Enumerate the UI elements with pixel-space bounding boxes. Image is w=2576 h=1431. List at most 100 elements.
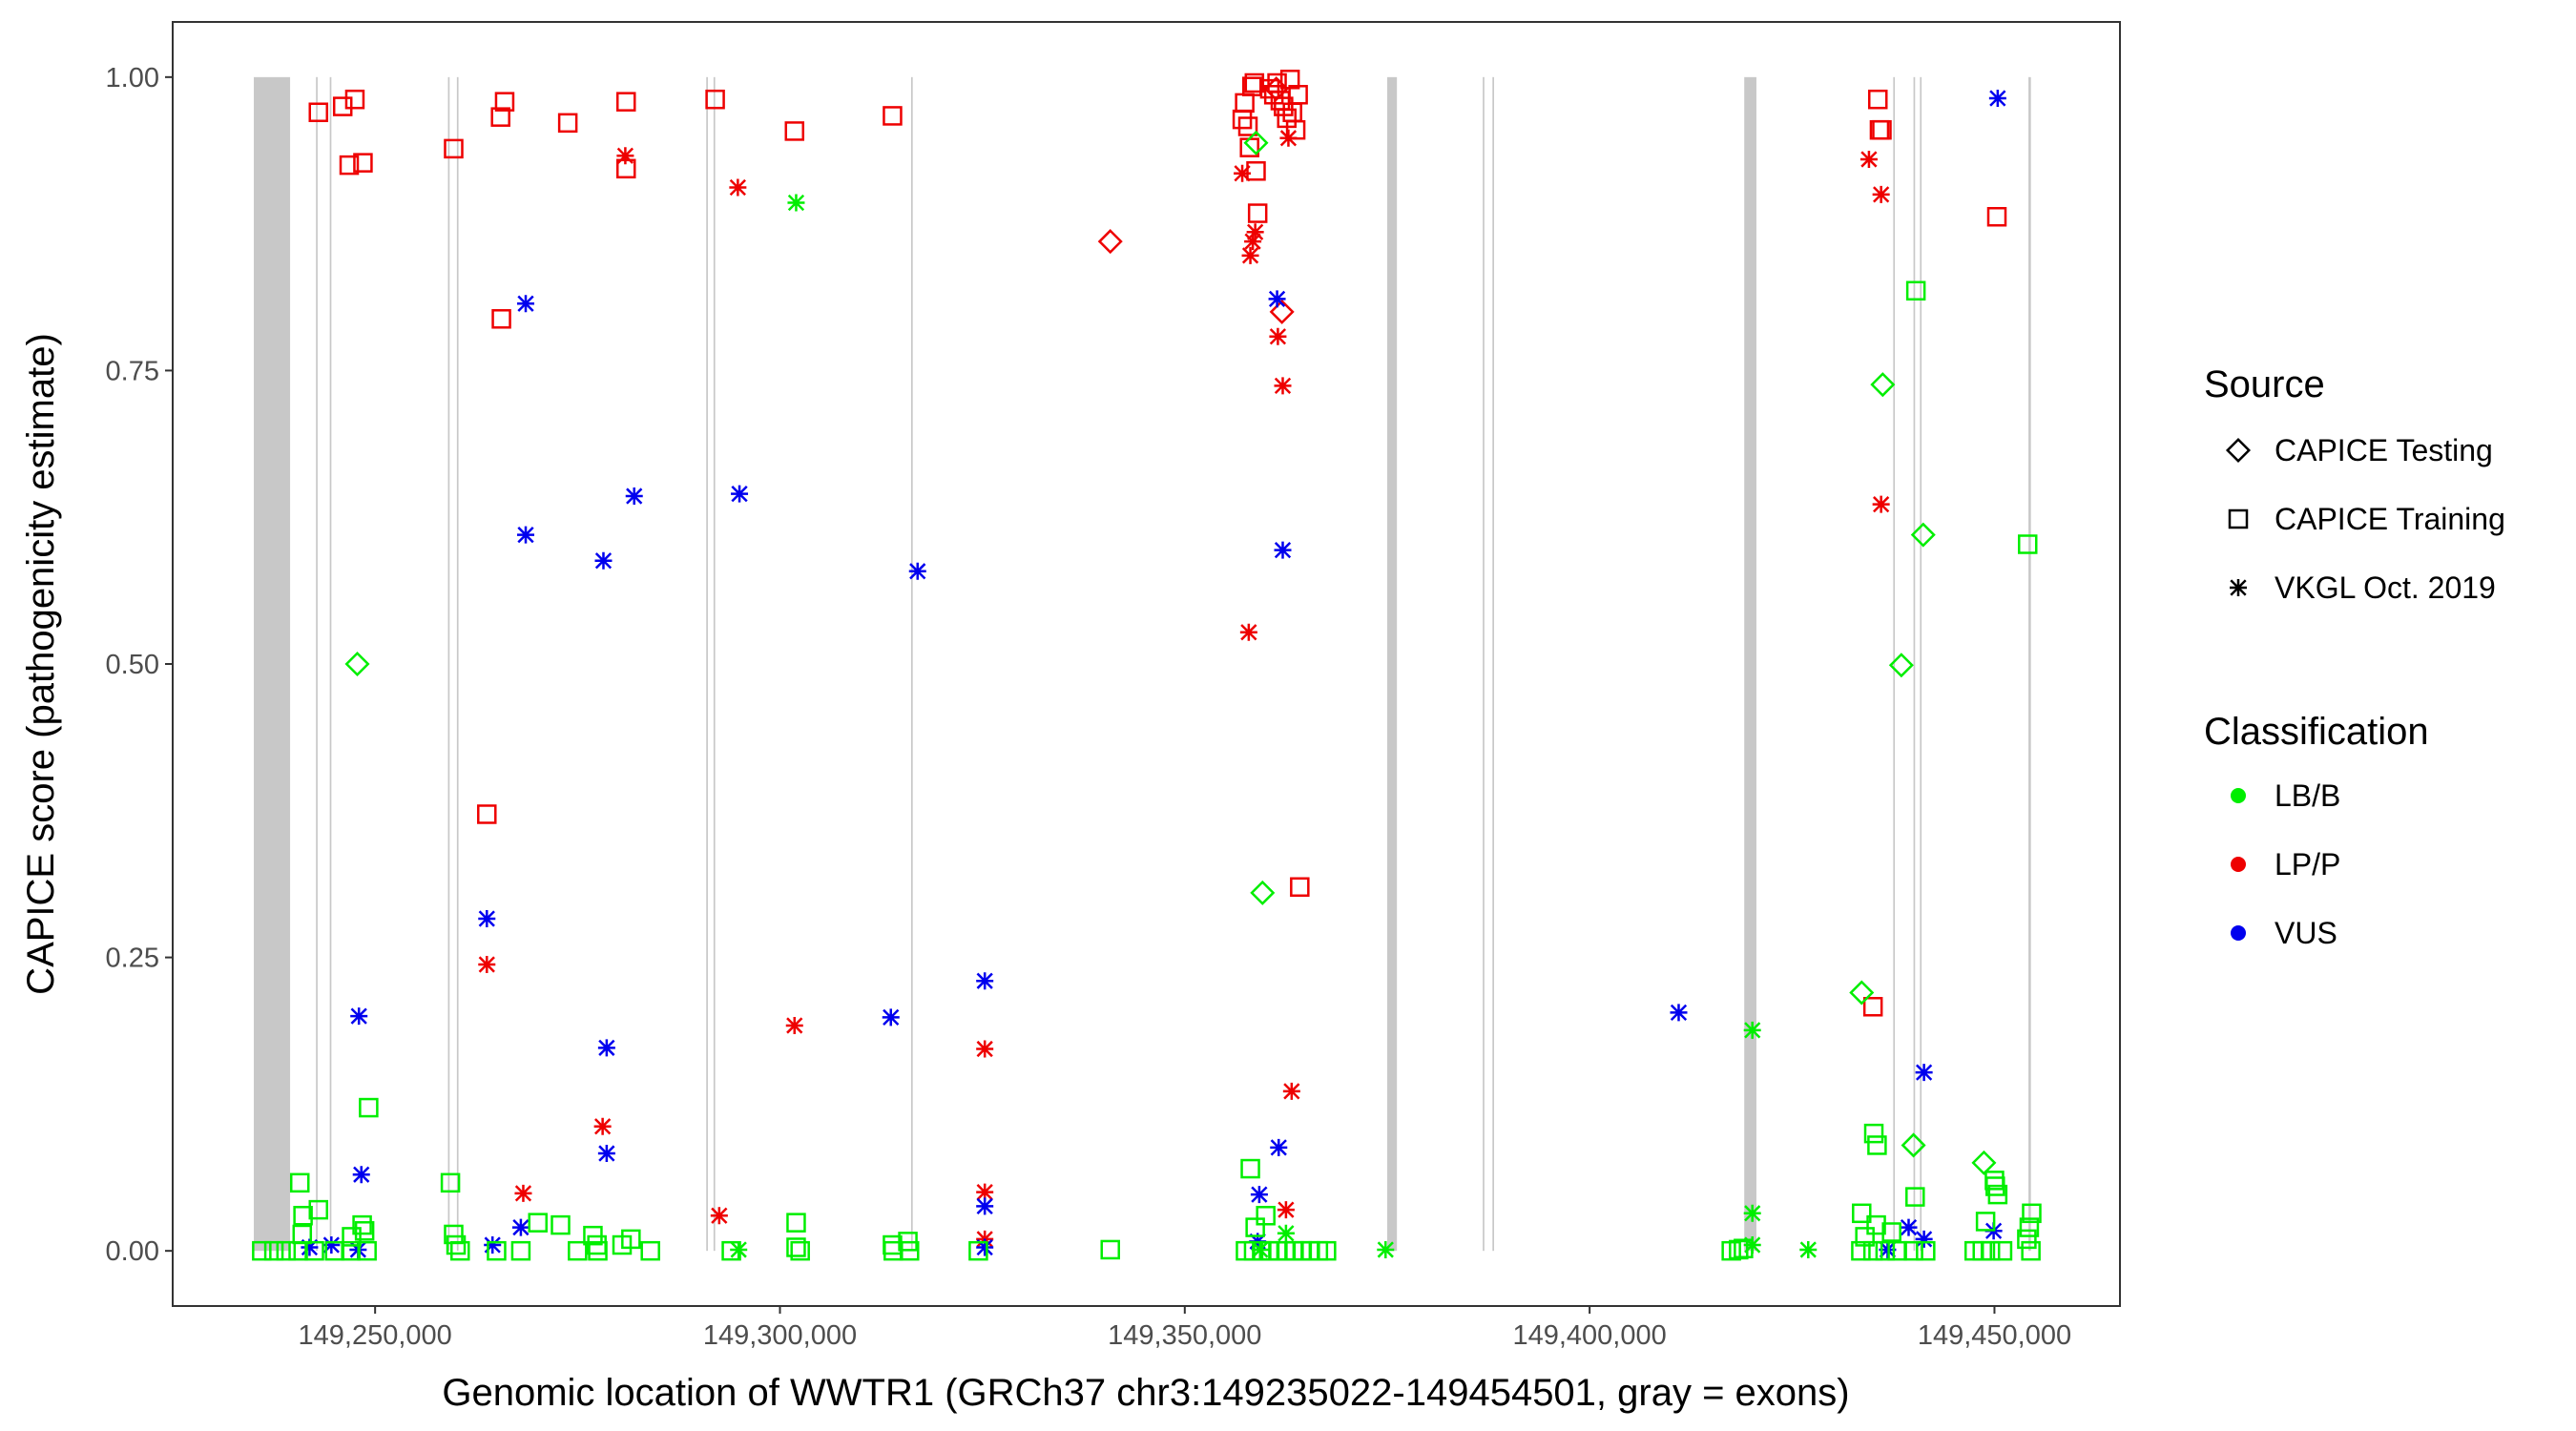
data-point — [1277, 1201, 1295, 1219]
legend-source-label: VKGL Oct. 2019 — [2275, 570, 2496, 605]
legend-class-title: Classification — [2204, 711, 2429, 753]
data-point — [332, 96, 353, 116]
data-point — [588, 1240, 608, 1261]
data-point — [976, 972, 994, 990]
data-point — [2021, 1240, 2041, 1261]
legend: Source CAPICE Testing CAPICE Training VKGL … — [2204, 363, 2505, 950]
data-point — [784, 121, 805, 141]
legend-class-label: LB/B — [2275, 778, 2340, 813]
data-point — [785, 1016, 803, 1034]
data-point — [1743, 1204, 1761, 1222]
data-point — [352, 1214, 372, 1235]
data-point — [1244, 233, 1262, 251]
data-point — [1241, 246, 1259, 264]
data-point — [1240, 1158, 1260, 1179]
data-point — [517, 526, 535, 544]
data-point — [1743, 1021, 1761, 1039]
data-point — [1987, 1184, 2008, 1205]
exon-band — [1483, 76, 1485, 1252]
exon-bands — [254, 76, 2031, 1252]
x-axis: 149,250,000 149,300,000 149,350,000 149,400… — [299, 1306, 2071, 1351]
data-point — [1875, 1240, 1896, 1261]
data-point — [1872, 119, 1892, 140]
data-point — [1097, 229, 1123, 255]
data-point — [790, 1240, 810, 1261]
data-point — [478, 955, 496, 973]
series-lpp — [1097, 76, 1295, 324]
data-point — [1881, 1222, 1901, 1242]
data-point — [511, 1218, 530, 1236]
data-point — [976, 1040, 994, 1058]
data-point — [1915, 1064, 1933, 1082]
y-tick-label: 0.00 — [106, 1236, 159, 1267]
data-point — [1984, 1171, 2005, 1191]
legend-class-key — [2231, 788, 2246, 803]
data-point — [1256, 1206, 1276, 1226]
legend-source-key — [2228, 508, 2249, 529]
data-point — [616, 147, 634, 165]
data-point — [514, 1184, 532, 1202]
legend-class-label: LP/P — [2275, 847, 2340, 881]
x-tick-label: 149,250,000 — [299, 1320, 452, 1351]
exon-band — [2028, 76, 2031, 1252]
series-lbb — [252, 1240, 2041, 1261]
data-point — [1259, 78, 1280, 99]
data-point — [344, 89, 365, 110]
data-point — [510, 1240, 531, 1261]
data-point — [1670, 1004, 1688, 1022]
exon-band — [316, 76, 318, 1252]
data-point — [705, 89, 725, 110]
data-point — [308, 102, 329, 122]
exon-band — [910, 76, 913, 1252]
data-point — [1288, 85, 1308, 105]
data-point — [1866, 1214, 1886, 1235]
data-point — [976, 1183, 994, 1201]
data-point — [289, 1172, 310, 1193]
legend-class-key — [2231, 857, 2246, 872]
data-point — [339, 155, 360, 176]
data-point — [342, 1227, 362, 1247]
data-point — [731, 485, 749, 503]
data-point — [1246, 223, 1264, 241]
data-point — [494, 92, 515, 112]
data-point — [301, 1238, 319, 1256]
data-point — [490, 107, 510, 127]
data-point — [786, 1213, 806, 1233]
data-point — [491, 309, 511, 329]
data-point — [1721, 1240, 1741, 1261]
series-lpp — [308, 70, 2007, 1017]
data-point — [1915, 1230, 1933, 1248]
data-point — [1799, 1240, 1818, 1258]
exon-band — [706, 76, 708, 1252]
data-point — [1975, 1212, 1996, 1232]
x-axis-title: Genomic location of WWTR1 (GRCh37 chr3:1… — [442, 1372, 1849, 1414]
data-point — [883, 106, 903, 126]
data-point — [357, 1240, 377, 1261]
exon-band — [254, 76, 291, 1252]
data-point — [1274, 377, 1292, 395]
data-point — [252, 1240, 272, 1261]
data-point — [1377, 1240, 1395, 1258]
data-point — [597, 1145, 615, 1163]
data-point — [1862, 1240, 1883, 1261]
data-point — [1971, 1150, 1997, 1175]
data-point — [444, 138, 464, 159]
data-point — [615, 92, 636, 112]
data-point — [1870, 372, 1896, 398]
data-point — [1239, 623, 1257, 641]
data-point — [359, 1097, 379, 1118]
data-point — [1867, 1135, 1887, 1155]
data-point — [1862, 997, 1883, 1017]
legend-source-label: CAPICE Testing — [2275, 433, 2493, 467]
data-point — [1901, 1132, 1926, 1158]
data-point — [976, 1197, 994, 1215]
data-point — [293, 1206, 313, 1226]
data-point — [1270, 1138, 1288, 1156]
data-point — [2019, 1217, 2040, 1237]
data-point — [1243, 130, 1269, 156]
data-point — [1245, 1217, 1265, 1237]
data-point — [882, 1008, 900, 1027]
y-tick-label: 0.50 — [106, 650, 159, 680]
data-point — [908, 562, 926, 580]
data-point — [1274, 541, 1292, 559]
